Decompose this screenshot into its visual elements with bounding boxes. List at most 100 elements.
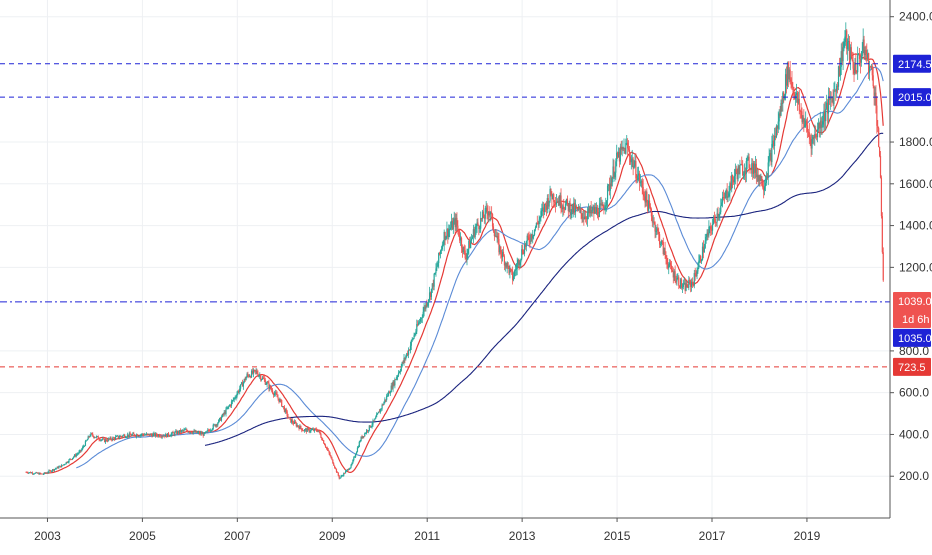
- candle-body: [694, 273, 696, 275]
- candle-body: [723, 197, 726, 199]
- candle-body: [142, 433, 144, 435]
- candle-body: [852, 60, 854, 69]
- candle-body: [41, 473, 43, 475]
- candle-body: [116, 435, 118, 437]
- candle-body: [782, 92, 784, 104]
- candle-body: [503, 256, 506, 266]
- candle-body: [117, 435, 119, 438]
- candle-body: [167, 433, 170, 436]
- candle-body: [777, 121, 779, 129]
- x-tick-label: 2007: [224, 529, 251, 543]
- candle-body: [836, 85, 838, 92]
- candle-body: [98, 438, 100, 440]
- candle-body: [718, 214, 720, 218]
- candle-body: [213, 424, 215, 426]
- candle-body: [329, 453, 331, 456]
- candle-body: [120, 435, 122, 437]
- candle-body: [497, 236, 499, 240]
- candle-body: [51, 469, 54, 471]
- candle-body: [795, 92, 798, 96]
- candle-body: [36, 472, 38, 474]
- candle-body: [205, 431, 207, 433]
- candle-body: [736, 172, 738, 180]
- level-price-label-box: [893, 54, 931, 73]
- candle-body: [319, 431, 321, 435]
- candle-body: [601, 203, 603, 205]
- candle-body: [175, 431, 177, 433]
- horizontal-levels[interactable]: [0, 63, 890, 368]
- candle-body: [745, 161, 747, 174]
- candle-body: [150, 433, 152, 435]
- candle-body: [472, 229, 474, 237]
- candle-body: [669, 262, 671, 266]
- candle-body: [702, 246, 705, 253]
- candle-body: [68, 459, 70, 463]
- candle-body: [428, 299, 430, 303]
- candle-body: [546, 198, 548, 210]
- candle-body: [842, 47, 844, 62]
- candle-body: [222, 414, 224, 415]
- candle-body: [80, 450, 82, 452]
- candle-body: [149, 433, 151, 436]
- candle-body: [812, 136, 814, 140]
- candle-body: [26, 472, 28, 473]
- candle-body: [296, 425, 298, 427]
- candle-body: [773, 140, 775, 147]
- candle-body: [282, 406, 285, 407]
- grid: [0, 0, 890, 518]
- candle-body: [281, 400, 283, 407]
- candle-body: [651, 216, 653, 223]
- candle-body: [177, 431, 179, 434]
- candle-body: [107, 438, 109, 442]
- candle-body: [727, 196, 729, 198]
- candle-body: [675, 281, 677, 283]
- candle-body: [599, 203, 601, 206]
- candle-body: [115, 436, 118, 437]
- candle-body: [622, 147, 624, 149]
- candle-body: [208, 429, 210, 431]
- candle-body: [127, 434, 129, 437]
- candle-body: [549, 189, 551, 201]
- candle-body: [638, 173, 640, 176]
- candle-body: [361, 436, 363, 439]
- candle-body: [60, 465, 62, 468]
- candle-body: [377, 411, 380, 414]
- candle-body: [791, 81, 793, 87]
- candle-body: [573, 202, 575, 213]
- candle-body: [487, 212, 489, 216]
- candle-body: [56, 466, 58, 469]
- candle-body: [271, 390, 274, 394]
- candle-body: [79, 450, 81, 452]
- candle-body: [462, 246, 464, 253]
- candle-body: [474, 229, 476, 237]
- candle-body: [336, 472, 338, 473]
- candle-body: [865, 50, 867, 54]
- candle-body: [387, 391, 390, 396]
- candle-body: [146, 433, 149, 435]
- candle-body: [372, 420, 374, 425]
- candle-body: [543, 207, 545, 212]
- candle-body: [803, 117, 805, 128]
- candle-body: [747, 156, 749, 158]
- candle-body: [259, 375, 261, 377]
- candle-body: [148, 433, 150, 436]
- candle-body: [520, 258, 522, 263]
- candle-body: [509, 268, 511, 274]
- candle-body: [141, 433, 143, 435]
- candle-body: [391, 385, 393, 389]
- candle-body: [51, 470, 53, 472]
- candle-body: [788, 69, 790, 80]
- candle-body: [63, 464, 66, 466]
- candle-body: [680, 279, 683, 288]
- candle-body: [310, 429, 312, 432]
- candle-body: [242, 382, 244, 387]
- candle-body: [339, 477, 341, 479]
- candle-body: [145, 434, 147, 436]
- candle-body: [568, 202, 570, 212]
- candle-body: [617, 151, 620, 158]
- candle-body: [30, 472, 32, 474]
- candle-body: [537, 223, 539, 225]
- candle-body: [814, 134, 816, 138]
